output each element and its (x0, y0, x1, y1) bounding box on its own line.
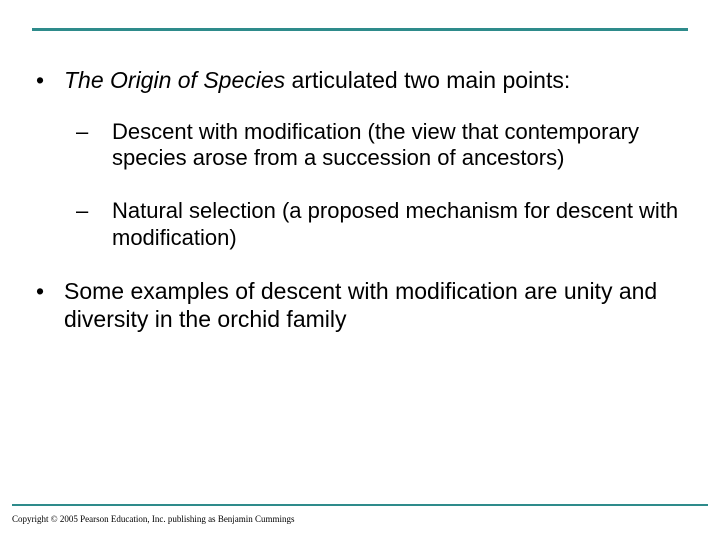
bullet-level1: • Some examples of descent with modifica… (36, 278, 684, 333)
bullet-text: Some examples of descent with modificati… (64, 278, 684, 333)
copyright-text: Copyright © 2005 Pearson Education, Inc.… (12, 514, 295, 524)
bullet-marker: • (36, 278, 64, 333)
dash-marker: – (76, 119, 112, 173)
bullet-level1: • The Origin of Species articulated two … (36, 67, 684, 95)
bottom-divider (12, 504, 708, 506)
slide-content: • The Origin of Species articulated two … (32, 67, 688, 333)
text-rest: articulated two main points: (285, 67, 570, 93)
bullet-text: Natural selection (a proposed mechanism … (112, 198, 684, 252)
slide: • The Origin of Species articulated two … (0, 0, 720, 540)
top-divider (32, 28, 688, 31)
dash-marker: – (76, 198, 112, 252)
bullet-text: Descent with modification (the view that… (112, 119, 684, 173)
bullet-level2: – Natural selection (a proposed mechanis… (76, 198, 684, 252)
italic-title: The Origin of Species (64, 67, 285, 93)
bullet-text: The Origin of Species articulated two ma… (64, 67, 684, 95)
bullet-marker: • (36, 67, 64, 95)
bullet-level2: – Descent with modification (the view th… (76, 119, 684, 173)
